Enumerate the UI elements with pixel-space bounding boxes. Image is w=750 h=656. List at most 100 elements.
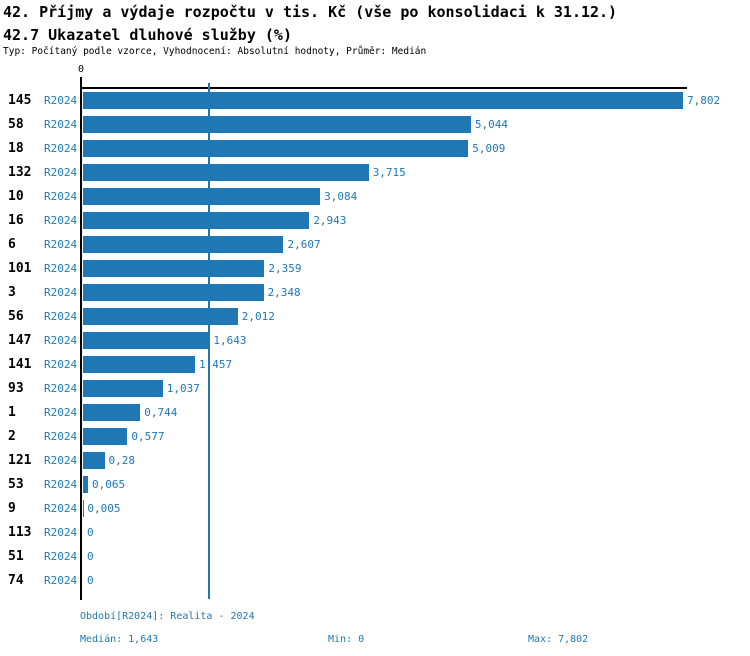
bar bbox=[83, 164, 369, 181]
bar-value-label: 7,802 bbox=[687, 94, 721, 107]
row-series-label: R2024 bbox=[44, 94, 78, 107]
bar bbox=[83, 212, 310, 229]
row-category-label: 9 bbox=[8, 501, 16, 516]
y-axis-line bbox=[80, 87, 82, 600]
row-category-label: 93 bbox=[8, 381, 24, 396]
row-series-label: R2024 bbox=[44, 406, 78, 419]
row-series-label: R2024 bbox=[44, 238, 78, 251]
row-series-label: R2024 bbox=[44, 118, 78, 131]
bar-value-label: 2,012 bbox=[241, 310, 275, 323]
bar-value-label: 3,715 bbox=[372, 166, 406, 179]
chart-row: 121 R2024 0,28 bbox=[0, 452, 750, 469]
bar bbox=[83, 116, 471, 133]
chart-row: 18 R2024 5,009 bbox=[0, 140, 750, 157]
row-category-label: 6 bbox=[8, 237, 16, 252]
row-series-label: R2024 bbox=[44, 454, 78, 467]
max-stat-label: Max: 7,802 bbox=[528, 634, 589, 645]
bar bbox=[83, 404, 141, 421]
bar bbox=[83, 260, 265, 277]
row-series-label: R2024 bbox=[44, 262, 78, 275]
chart-row: 145 R2024 7,802 bbox=[0, 92, 750, 109]
row-category-label: 121 bbox=[8, 453, 32, 468]
row-series-label: R2024 bbox=[44, 334, 78, 347]
row-series-label: R2024 bbox=[44, 358, 78, 371]
bar-value-label: 1,037 bbox=[166, 382, 200, 395]
bar bbox=[83, 452, 105, 469]
x-axis-line bbox=[81, 87, 687, 89]
row-category-label: 53 bbox=[8, 477, 24, 492]
x-axis-zero-tick-label: 0 bbox=[77, 64, 85, 75]
bar bbox=[83, 188, 321, 205]
bar-value-label: 3,084 bbox=[324, 190, 358, 203]
bar-value-label: 0,005 bbox=[87, 502, 121, 515]
bar bbox=[83, 140, 469, 157]
row-series-label: R2024 bbox=[44, 190, 78, 203]
period-label: Období[R2024]: Realita - 2024 bbox=[80, 611, 255, 622]
row-series-label: R2024 bbox=[44, 142, 78, 155]
bar-value-label: 2,359 bbox=[268, 262, 302, 275]
chart-meta-line: Typ: Počítaný podle vzorce, Vyhodnocení:… bbox=[3, 46, 427, 57]
bar-value-label: 2,943 bbox=[313, 214, 347, 227]
chart-row: 51 R2024 0 bbox=[0, 548, 750, 565]
row-category-label: 58 bbox=[8, 117, 24, 132]
chart-row: 53 R2024 0,065 bbox=[0, 476, 750, 493]
bar-value-label: 0 bbox=[87, 550, 94, 563]
row-category-label: 101 bbox=[8, 261, 32, 276]
bar-value-label: 2,607 bbox=[287, 238, 321, 251]
bar bbox=[83, 356, 196, 373]
bar-value-label: 0,065 bbox=[91, 478, 126, 491]
chart-row: 56 R2024 2,012 bbox=[0, 308, 750, 325]
bar-value-label: 0,28 bbox=[108, 454, 136, 467]
bar-value-label: 1,457 bbox=[199, 358, 233, 371]
chart-title: 42. Příjmy a výdaje rozpočtu v tis. Kč (… bbox=[3, 3, 618, 21]
chart-row: 16 R2024 2,943 bbox=[0, 212, 750, 229]
row-category-label: 141 bbox=[8, 357, 32, 372]
row-category-label: 51 bbox=[8, 549, 24, 564]
row-series-label: R2024 bbox=[44, 310, 78, 323]
row-category-label: 56 bbox=[8, 309, 24, 324]
x-axis-zero-tick bbox=[80, 77, 82, 88]
row-series-label: R2024 bbox=[44, 502, 78, 515]
chart-row: 10 R2024 3,084 bbox=[0, 188, 750, 205]
row-series-label: R2024 bbox=[44, 478, 78, 491]
bar-value-label: 0 bbox=[87, 526, 94, 539]
row-series-label: R2024 bbox=[44, 430, 78, 443]
bar-value-label: 5,009 bbox=[472, 142, 506, 155]
chart-row: 147 R2024 1,643 bbox=[0, 332, 750, 349]
bar-value-label: 0 bbox=[87, 574, 94, 587]
bar bbox=[83, 332, 210, 349]
chart-row: 101 R2024 2,359 bbox=[0, 260, 750, 277]
row-series-label: R2024 bbox=[44, 526, 78, 539]
row-series-label: R2024 bbox=[44, 382, 78, 395]
chart-row: 113 R2024 0 bbox=[0, 524, 750, 541]
chart-row: 6 R2024 2,607 bbox=[0, 236, 750, 253]
row-series-label: R2024 bbox=[44, 574, 78, 587]
chart-row: 132 R2024 3,715 bbox=[0, 164, 750, 181]
row-category-label: 113 bbox=[8, 525, 32, 540]
chart-row: 93 R2024 1,037 bbox=[0, 380, 750, 397]
row-category-label: 147 bbox=[8, 333, 32, 348]
row-category-label: 16 bbox=[8, 213, 24, 228]
row-category-label: 18 bbox=[8, 141, 24, 156]
bar bbox=[83, 428, 128, 445]
row-category-label: 74 bbox=[8, 573, 24, 588]
chart-row: 74 R2024 0 bbox=[0, 572, 750, 589]
bar-value-label: 5,044 bbox=[474, 118, 509, 131]
row-category-label: 1 bbox=[8, 405, 16, 420]
bar-value-label: 0,577 bbox=[131, 430, 165, 443]
row-series-label: R2024 bbox=[44, 214, 78, 227]
chart-row: 58 R2024 5,044 bbox=[0, 116, 750, 133]
min-stat-label: Min: 0 bbox=[328, 634, 365, 645]
bar-value-label: 2,348 bbox=[267, 286, 301, 299]
bar bbox=[83, 380, 163, 397]
chart-row: 3 R2024 2,348 bbox=[0, 284, 750, 301]
row-category-label: 3 bbox=[8, 285, 16, 300]
bar-value-label: 0,744 bbox=[144, 406, 178, 419]
bar bbox=[83, 476, 88, 493]
chart-row: 9 R2024 0,005 bbox=[0, 500, 750, 517]
median-stat-label: Medián: 1,643 bbox=[80, 634, 159, 645]
chart-row: 141 R2024 1,457 bbox=[0, 356, 750, 373]
bar-value-label: 1,643 bbox=[213, 334, 247, 347]
row-series-label: R2024 bbox=[44, 550, 78, 563]
row-series-label: R2024 bbox=[44, 166, 78, 179]
